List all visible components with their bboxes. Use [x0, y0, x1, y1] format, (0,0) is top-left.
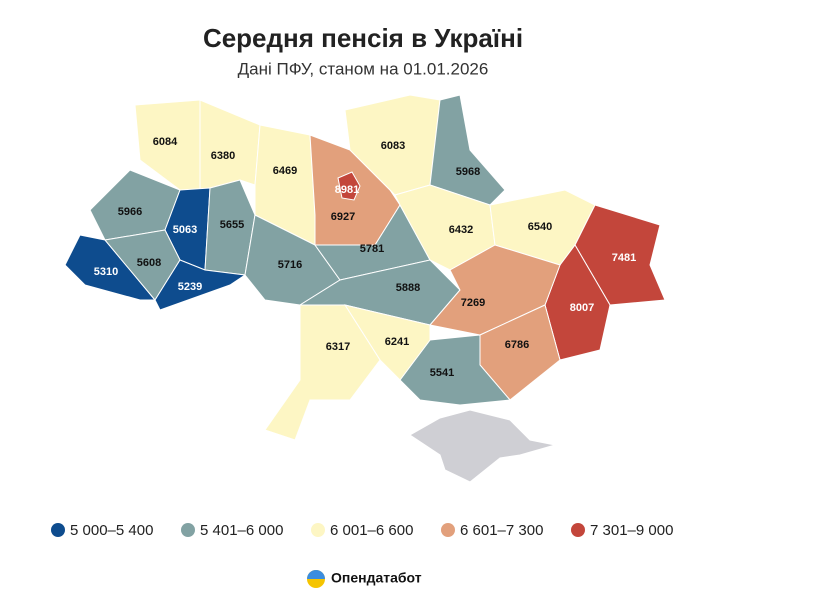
legend: 5 000–5 400 5 401–6 000 6 001–6 600 6 601–7… [51, 522, 673, 539]
region [264, 304, 381, 441]
region-value-label: 5968 [456, 166, 480, 178]
region-value-label: 5310 [94, 266, 118, 278]
region-value-label: 5655 [220, 219, 244, 231]
region-value-label: 6540 [528, 221, 552, 233]
legend-swatch [181, 523, 195, 537]
region-labels: 6084 6380 6469 6927 6083 5968 5966 5063 5655 5310… [94, 136, 636, 379]
region-value-label: 6317 [326, 341, 350, 353]
source-text: Опендатабот [331, 570, 422, 586]
legend-label: 7 301–9 000 [590, 522, 673, 539]
region [337, 171, 361, 201]
region-value-label: 6469 [273, 165, 297, 177]
region-value-label: 5781 [360, 243, 384, 255]
subtitle: Дані ПФУ, станом на 01.01.2026 [238, 59, 489, 78]
region-value-label: 6241 [385, 336, 409, 348]
legend-swatch [441, 523, 455, 537]
region [199, 99, 261, 191]
legend-swatch [311, 523, 325, 537]
region-value-label: 7481 [612, 252, 636, 264]
region-value-label: 5239 [178, 281, 202, 293]
region-value-label: 5966 [118, 206, 142, 218]
legend-label: 5 401–6 000 [200, 522, 283, 539]
region-value-label: 6084 [153, 136, 178, 148]
region-value-label: 5608 [137, 257, 161, 269]
regions [64, 94, 666, 441]
title: Середня пенсія в Україні [203, 23, 523, 53]
legend-swatch [571, 523, 585, 537]
region-value-label: 6380 [211, 150, 235, 162]
source-logo-top [307, 570, 325, 579]
region-value-label: 8007 [570, 302, 594, 314]
region-value-label: 5063 [173, 224, 197, 236]
region-value-label: 6083 [381, 140, 405, 152]
region-value-label: 6786 [505, 339, 529, 351]
region-value-label: 6927 [331, 211, 355, 223]
crimea [409, 409, 556, 483]
region-value-label: 5541 [430, 367, 454, 379]
region-value-label: 5888 [396, 282, 420, 294]
legend-swatch [51, 523, 65, 537]
region-value-label: 7269 [461, 297, 485, 309]
source: Опендатабот [307, 570, 422, 588]
region-value-label: 6432 [449, 224, 473, 236]
legend-label: 6 601–7 300 [460, 522, 543, 539]
region-value-label: 8981 [335, 184, 359, 196]
legend-label: 5 000–5 400 [70, 522, 153, 539]
region-value-label: 5716 [278, 259, 302, 271]
legend-label: 6 001–6 600 [330, 522, 413, 539]
region [399, 334, 512, 406]
